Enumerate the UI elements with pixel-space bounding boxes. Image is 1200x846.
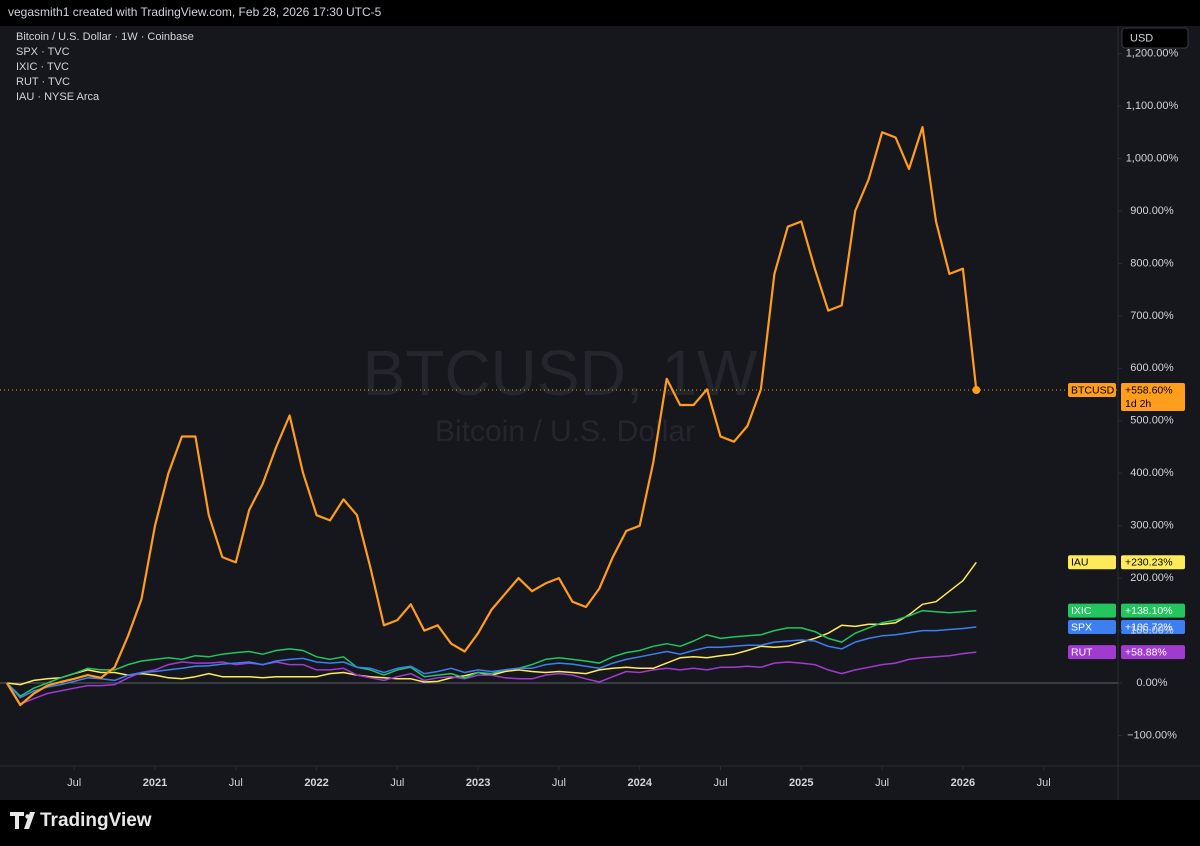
currency-label[interactable]: USD <box>1130 32 1153 44</box>
value-label: +558.60% <box>1125 384 1173 396</box>
series-name: BTCUSD <box>1071 384 1115 396</box>
plot <box>0 126 1118 707</box>
series-name: RUT <box>1071 646 1093 658</box>
y-tick-label: 400.00% <box>1130 467 1174 479</box>
x-tick-label: Jul <box>1037 777 1051 789</box>
value-label: +230.23% <box>1125 557 1173 569</box>
series-name: IXIC <box>1071 605 1092 617</box>
series-line <box>6 609 977 697</box>
y-tick-label: 600.00% <box>1130 362 1174 374</box>
series-line <box>6 626 977 699</box>
legend-entry: IAU · NYSE Arca <box>16 91 100 103</box>
legend-entry: IXIC · TVC <box>16 61 69 73</box>
value-box <box>1121 383 1185 412</box>
y-tick-label: 1,200.00% <box>1126 48 1179 60</box>
value-label: +106.72% <box>1125 621 1173 633</box>
series-name: SPX <box>1071 621 1092 633</box>
y-tick-label: 500.00% <box>1130 415 1174 427</box>
value-box <box>1121 620 1185 635</box>
series-line <box>6 651 977 705</box>
legend-entry: RUT · TVC <box>16 76 70 88</box>
y-tick-label: 100.00% <box>1130 624 1174 636</box>
watermark-subtitle: Bitcoin / U.S. Dollar <box>435 415 695 448</box>
series-name-box <box>1068 383 1116 398</box>
currency-button[interactable] <box>1121 27 1189 49</box>
series-name-box <box>1068 620 1116 635</box>
y-tick-label: 1,000.00% <box>1126 152 1179 164</box>
x-tick-label: 2023 <box>466 777 490 789</box>
x-tick-label: Jul <box>67 777 81 789</box>
y-tick-label: 200.00% <box>1130 572 1174 584</box>
x-tick-label: Jul <box>875 777 889 789</box>
y-tick-label: 900.00% <box>1130 205 1174 217</box>
legend-entry: Bitcoin / U.S. Dollar · 1W · Coinbase <box>16 31 194 43</box>
x-tick-label: Jul <box>390 777 404 789</box>
y-tick-label: 800.00% <box>1130 257 1174 269</box>
watermark: BTCUSD, 1W <box>363 337 758 409</box>
header: vegasmith1 created with TradingView.com,… <box>8 5 382 19</box>
x-tick-label: 2025 <box>789 777 813 789</box>
x-tick-label: Jul <box>552 777 566 789</box>
series-name-box <box>1068 555 1116 570</box>
chart-pane <box>0 26 1200 800</box>
value-label: +58.88% <box>1125 646 1167 658</box>
brand-name: TradingView <box>40 810 152 831</box>
legend-entry: SPX · TVC <box>16 46 70 58</box>
countdown: 1d 2h <box>1125 398 1151 410</box>
value-label: +138.10% <box>1125 605 1173 617</box>
y-tick-label: 300.00% <box>1130 520 1174 532</box>
x-tick-label: 2021 <box>143 777 167 789</box>
series-name: IAU <box>1071 557 1089 569</box>
series-name-box <box>1068 603 1116 618</box>
brand-logo <box>10 812 35 829</box>
value-box <box>1121 645 1185 660</box>
y-tick-label: 700.00% <box>1130 310 1174 322</box>
y-tick-label: 1,100.00% <box>1126 100 1179 112</box>
x-tick-label: 2024 <box>627 777 652 789</box>
series-name-box <box>1068 645 1116 660</box>
x-tick-label: Jul <box>229 777 243 789</box>
series-line <box>5 126 978 707</box>
y-tick-label: −100.00% <box>1127 729 1177 741</box>
last-point <box>972 386 981 395</box>
x-tick-label: 2022 <box>304 777 328 789</box>
overlay: BTCUSD +558.60% 1d 2h SPX +106.72% IXIC +138.1… <box>1068 383 1185 660</box>
value-box <box>1121 555 1185 570</box>
y-tick-label: 0.00% <box>1136 677 1167 689</box>
value-box <box>1121 603 1185 618</box>
x-tick-label: 2026 <box>951 777 975 789</box>
x-tick-label: Jul <box>713 777 727 789</box>
